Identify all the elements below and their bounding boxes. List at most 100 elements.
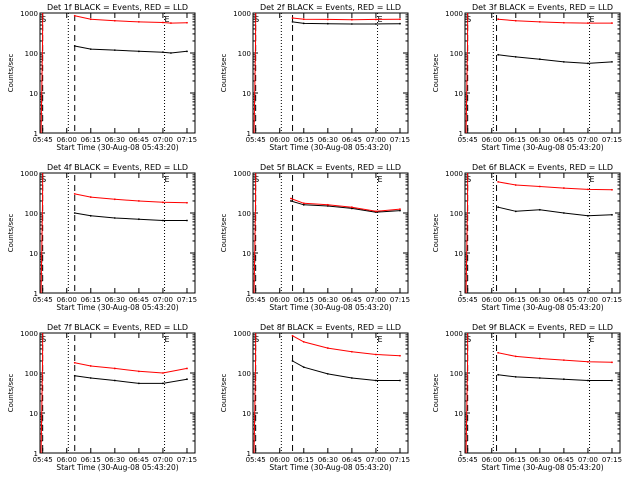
data-point-events bbox=[611, 379, 613, 382]
panel-title: Det 6f BLACK = Events, RED = LLD bbox=[472, 163, 613, 172]
data-point-events bbox=[587, 62, 589, 65]
data-point-lld bbox=[611, 22, 613, 24]
data-point-lld bbox=[514, 184, 517, 186]
lld-initial-spike bbox=[465, 172, 469, 294]
data-point-lld bbox=[89, 196, 92, 198]
x-tick-label: 06:00 bbox=[482, 136, 502, 144]
data-point-lld bbox=[497, 180, 500, 183]
x-axis-label: Start Time (30-Aug-08 05:43:20) bbox=[269, 143, 391, 152]
y-tick-label: 100 bbox=[450, 50, 463, 58]
chart-panel-7: Det 7f BLACK = Events, RED = LLD 1 10 100 10… bbox=[7, 323, 197, 472]
data-point-events bbox=[375, 23, 377, 25]
plot-frame bbox=[464, 12, 621, 134]
series-line-events bbox=[290, 200, 401, 213]
data-point-events bbox=[89, 48, 92, 51]
x-tick-label: 06:30 bbox=[318, 456, 338, 464]
x-tick-label: 07:00 bbox=[366, 456, 386, 464]
data-point-lld bbox=[399, 354, 401, 357]
y-tick-label: 1000 bbox=[233, 10, 251, 18]
x-tick-label: 06:45 bbox=[129, 456, 149, 464]
y-tick-label: 100 bbox=[238, 50, 251, 58]
data-point-events bbox=[497, 206, 500, 209]
y-tick-label: 1 bbox=[34, 290, 38, 298]
x-tick-label: 07:15 bbox=[390, 136, 410, 144]
series-line-events bbox=[74, 375, 188, 384]
data-point-lld bbox=[162, 21, 164, 24]
y-axis-label: Counts/sec bbox=[432, 214, 440, 253]
data-point-lld bbox=[326, 203, 329, 206]
x-tick-label: 07:00 bbox=[366, 136, 386, 144]
y-axis-label: Counts/sec bbox=[7, 374, 15, 413]
data-point-events bbox=[399, 209, 401, 212]
data-point-events bbox=[302, 203, 305, 206]
y-tick-label: 1000 bbox=[233, 330, 251, 338]
y-tick-label: 10 bbox=[29, 410, 38, 418]
series-line-events bbox=[498, 54, 613, 64]
data-point-events bbox=[399, 22, 401, 25]
data-point-events bbox=[73, 212, 76, 214]
chart-panel-4: Det 4f BLACK = Events, RED = LLD 1 10 100 10… bbox=[7, 163, 197, 312]
x-tick-label: 06:15 bbox=[81, 456, 101, 464]
x-tick-label: 05:45 bbox=[33, 296, 53, 304]
x-tick-label: 07:00 bbox=[366, 296, 386, 304]
data-point-lld bbox=[73, 193, 76, 195]
x-tick-label: 05:45 bbox=[458, 136, 478, 144]
data-point-events bbox=[587, 379, 589, 382]
data-point-events bbox=[375, 379, 377, 382]
y-axis-label: Counts/sec bbox=[7, 54, 15, 93]
data-point-lld bbox=[89, 18, 92, 21]
data-point-events bbox=[497, 53, 500, 56]
data-point-lld bbox=[538, 357, 541, 360]
x-tick-label: 05:45 bbox=[246, 136, 266, 144]
y-axis-label: Counts/sec bbox=[220, 374, 228, 413]
end-marker: E bbox=[378, 335, 383, 344]
y-tick-label: 100 bbox=[238, 370, 251, 378]
data-point-lld bbox=[326, 18, 329, 21]
x-tick-label: 06:45 bbox=[554, 296, 574, 304]
data-point-events bbox=[350, 377, 353, 379]
data-point-lld bbox=[326, 347, 329, 349]
x-axis-label: Start Time (30-Aug-08 05:43:20) bbox=[56, 143, 178, 152]
panel-title: Det 7f BLACK = Events, RED = LLD bbox=[47, 323, 188, 332]
data-point-events bbox=[137, 382, 140, 385]
x-tick-label: 06:30 bbox=[530, 296, 550, 304]
lld-initial-spike bbox=[465, 332, 469, 454]
panel-title: Det 4f BLACK = Events, RED = LLD bbox=[47, 163, 188, 172]
x-tick-label: 07:00 bbox=[578, 296, 598, 304]
start-marker: S bbox=[41, 175, 46, 184]
data-point-lld bbox=[514, 355, 517, 358]
x-tick-label: 06:15 bbox=[506, 296, 526, 304]
x-tick-label: 07:00 bbox=[578, 136, 598, 144]
y-tick-label: 100 bbox=[25, 50, 38, 58]
data-point-events bbox=[326, 372, 329, 375]
data-point-lld bbox=[562, 21, 565, 24]
x-axis-label: Start Time (30-Aug-08 05:43:20) bbox=[269, 303, 391, 312]
x-tick-label: 05:45 bbox=[246, 296, 266, 304]
chart-panel-3: Det 3f BLACK = Events, RED = LLD 1 10 100 10… bbox=[432, 3, 622, 152]
data-point-lld bbox=[375, 353, 377, 356]
y-tick-label: 1 bbox=[459, 450, 463, 458]
end-marker: E bbox=[165, 175, 170, 184]
panel-title: Det 5f BLACK = Events, RED = LLD bbox=[260, 163, 401, 172]
data-point-events bbox=[137, 50, 140, 53]
x-tick-label: 07:15 bbox=[602, 456, 622, 464]
x-tick-label: 05:45 bbox=[246, 456, 266, 464]
plot-frame bbox=[464, 172, 621, 294]
data-point-events bbox=[587, 214, 589, 217]
end-marker: E bbox=[165, 15, 170, 24]
x-tick-label: 06:00 bbox=[270, 296, 290, 304]
lld-initial-spike bbox=[465, 12, 469, 134]
panel-title: Det 8f BLACK = Events, RED = LLD bbox=[260, 323, 401, 332]
data-point-lld bbox=[375, 18, 377, 21]
data-point-lld bbox=[137, 200, 140, 202]
x-tick-label: 06:45 bbox=[129, 296, 149, 304]
data-point-events bbox=[73, 374, 76, 377]
data-point-lld bbox=[291, 334, 294, 337]
x-axis-label: Start Time (30-Aug-08 05:43:20) bbox=[481, 303, 603, 312]
data-point-lld bbox=[113, 198, 116, 201]
data-point-lld bbox=[186, 367, 188, 370]
y-axis-label: Counts/sec bbox=[432, 54, 440, 93]
series-line-events bbox=[497, 206, 613, 217]
series-line-lld bbox=[498, 352, 613, 363]
